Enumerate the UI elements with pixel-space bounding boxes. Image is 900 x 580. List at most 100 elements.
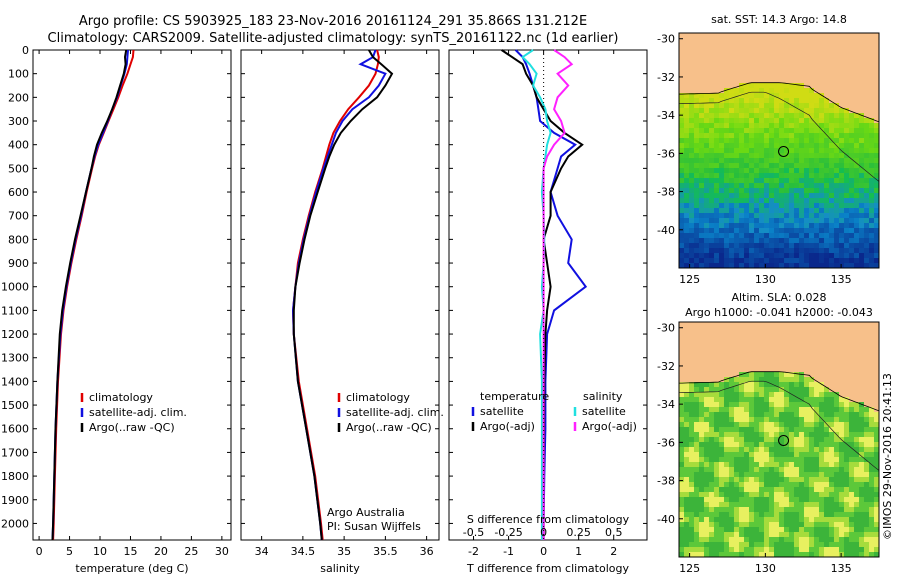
salinity-panel: 34 34.5 35 35.5 36salinityclimatologysatelli… [240,49,444,575]
map-cell [774,502,779,507]
map-cell [819,537,824,542]
map-cell [764,432,769,437]
map-cell [794,457,799,462]
map-cell [819,123,824,128]
map-cell [799,387,804,392]
map-cell [684,482,689,487]
map-cell [694,168,699,173]
map-cell [714,233,719,238]
map-cell [814,472,819,477]
map-cell [719,228,724,233]
map-cell [694,213,699,218]
map-cell [809,143,814,148]
map-cell [779,203,784,208]
map-cell [744,78,749,83]
y-tick-label: 1400 [1,375,29,388]
map-cell [874,347,879,352]
map-cell [739,38,744,43]
map-cell [809,447,814,452]
map-cell [689,437,694,442]
map-cell [709,83,714,88]
map-cell [799,38,804,43]
map-cell [819,332,824,337]
map-cell [734,63,739,68]
map-cell [769,402,774,407]
map-cell [679,357,684,362]
map-cell [709,467,714,472]
map-cell [764,33,769,38]
map-cell [779,457,784,462]
map-cell [699,362,704,367]
map-cell [689,387,694,392]
map-cell [824,118,829,123]
map-cell [779,243,784,248]
map-cell [719,153,724,158]
map-cell [759,507,764,512]
map-cell [819,457,824,462]
map-cell [759,53,764,58]
map-cell [749,113,754,118]
map-cell [799,193,804,198]
map-cell [764,352,769,357]
map-cell [684,183,689,188]
map-cell [819,417,824,422]
map-cell [759,123,764,128]
map-cell [719,118,724,123]
map-cell [844,143,849,148]
map-cell [779,83,784,88]
map-cell [709,407,714,412]
map-cell [719,88,724,93]
map-cell [789,238,794,243]
map-cell [754,228,759,233]
map-cell [814,337,819,342]
map-cell [744,322,749,327]
map-cell [814,53,819,58]
map-cell [729,98,734,103]
map-cell [789,33,794,38]
map-cell [739,542,744,547]
map-cell [809,362,814,367]
map-cell [844,427,849,432]
map-cell [729,203,734,208]
map-cell [824,123,829,128]
map-cell [834,377,839,382]
map-cell [869,233,874,238]
legend-label: climatology [346,391,410,404]
map-cell [684,208,689,213]
map-cell [794,387,799,392]
map-cell [794,98,799,103]
map-cell [709,173,714,178]
map-cell [829,442,834,447]
map-cell [839,198,844,203]
map-cell [849,108,854,113]
map-cell [824,337,829,342]
map-cell [844,377,849,382]
map-cell [779,108,784,113]
map-cell [864,352,869,357]
map-cell [709,527,714,532]
map-cell [864,53,869,58]
map-cell [734,238,739,243]
coastline [679,371,879,412]
map-cell [794,33,799,38]
map-cell [714,68,719,73]
map-cell [844,442,849,447]
map-cell [844,163,849,168]
map-cell [814,372,819,377]
map-cell [719,467,724,472]
legend-label: Argo(-adj) [480,420,535,433]
map-cell [819,248,824,253]
map-cell [849,148,854,153]
map-cell [824,392,829,397]
map-cell [754,432,759,437]
map-cell [739,322,744,327]
map-cell [709,402,714,407]
map-cell [699,38,704,43]
map-cell [744,63,749,68]
map-cell [794,502,799,507]
map-cell [844,218,849,223]
map-cell [684,392,689,397]
map-cell [779,412,784,417]
map-cell [789,43,794,48]
map-cell [709,73,714,78]
